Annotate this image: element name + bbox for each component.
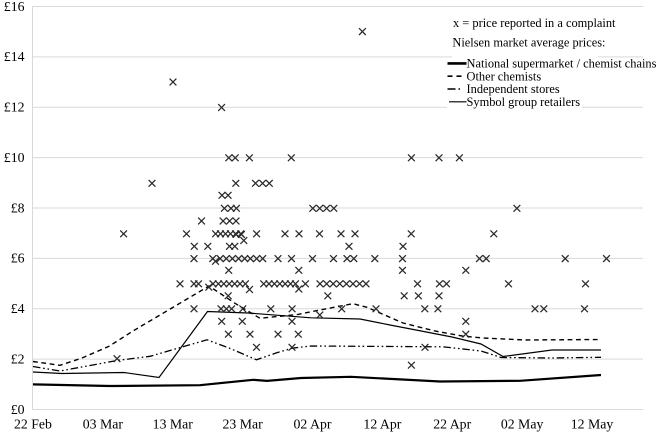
- svg-text:£10: £10: [4, 150, 25, 165]
- svg-text:12 Apr: 12 Apr: [363, 417, 401, 432]
- svg-text:02 Apr: 02 Apr: [294, 417, 332, 432]
- svg-text:Independent stores: Independent stores: [467, 82, 560, 96]
- svg-text:£12: £12: [4, 100, 25, 115]
- svg-text:22 Feb: 22 Feb: [14, 417, 52, 432]
- svg-text:£0: £0: [11, 402, 25, 417]
- svg-text:22 Apr: 22 Apr: [433, 417, 471, 432]
- svg-text:x = price reported in a compla: x = price reported in a complaint: [453, 16, 616, 30]
- svg-text:£2: £2: [11, 351, 25, 366]
- svg-text:£8: £8: [11, 200, 25, 215]
- svg-text:12 May: 12 May: [571, 417, 614, 432]
- svg-text:13 Mar: 13 Mar: [153, 417, 194, 432]
- svg-text:Other chemists: Other chemists: [467, 69, 542, 83]
- svg-text:23 Mar: 23 Mar: [222, 417, 263, 432]
- svg-text:Nielsen market average prices:: Nielsen market average prices:: [452, 36, 605, 50]
- svg-text:£4: £4: [11, 301, 25, 316]
- svg-text:03 Mar: 03 Mar: [83, 417, 124, 432]
- svg-text:Symbol group retailers: Symbol group retailers: [467, 95, 581, 109]
- svg-text:£16: £16: [4, 0, 25, 14]
- svg-text:£14: £14: [4, 49, 25, 64]
- svg-text:National supermarket / chemist: National supermarket / chemist chains: [467, 57, 657, 71]
- svg-text:02 May: 02 May: [501, 417, 544, 432]
- svg-text:£6: £6: [11, 251, 25, 266]
